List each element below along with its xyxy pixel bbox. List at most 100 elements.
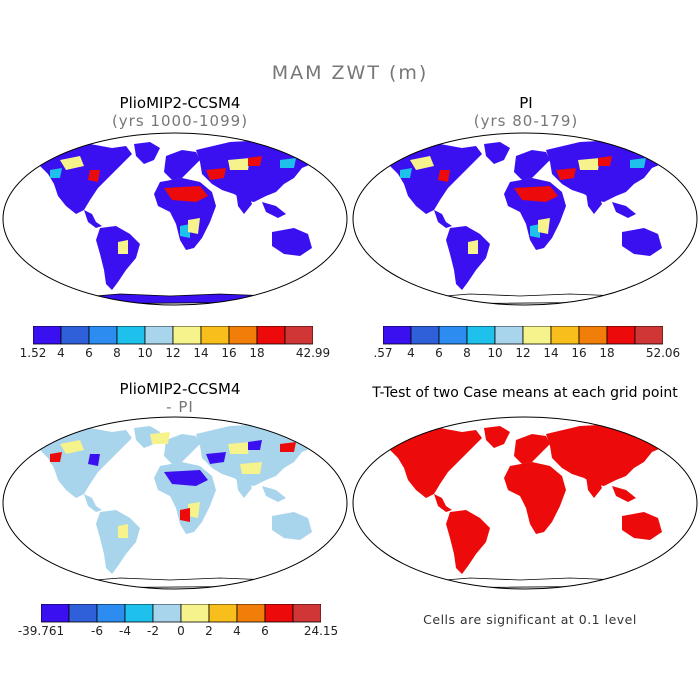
colorbar-swatch — [180, 604, 210, 623]
continent-camerica — [434, 494, 452, 512]
patch-cyan-0 — [50, 168, 62, 178]
continent-greenland — [134, 142, 160, 164]
continent-australia — [622, 512, 662, 540]
colorbar-label: .57 — [373, 346, 393, 360]
figure-title: MAM ZWT (m) — [271, 62, 429, 84]
colorbar-label: 16 — [221, 346, 237, 360]
patch-red-3 — [248, 156, 262, 166]
patch-cyan-2 — [530, 224, 540, 238]
patch-yellow-0 — [60, 440, 84, 454]
continent-samerica — [96, 510, 140, 574]
patch-yellow-1 — [228, 442, 250, 454]
patch-cyan-2 — [180, 224, 190, 238]
colorbar-swatch — [41, 604, 70, 623]
continent-seasia — [612, 486, 636, 502]
panel-2-title: PI — [519, 94, 533, 112]
patch-yellow-5 — [240, 462, 262, 474]
patch-yellow-0 — [60, 156, 84, 170]
continent-india — [236, 476, 252, 498]
continent-india — [236, 192, 252, 214]
patch-yellow-2 — [118, 524, 128, 538]
continent-greenland — [484, 426, 510, 448]
map-panel-4-outline — [352, 416, 698, 590]
colorbar-swatch — [284, 326, 313, 345]
colorbar-label: 14 — [193, 346, 209, 360]
colorbar-label: -2 — [147, 624, 159, 638]
colorbar-label: -6 — [91, 624, 103, 638]
panel-3-subtitle: - PI — [166, 398, 194, 416]
patch-red-1 — [280, 442, 296, 452]
patch-yellow-2 — [118, 240, 128, 254]
patch-red-0 — [164, 186, 208, 202]
continent-namerica — [40, 144, 132, 214]
colorbar-label: 14 — [543, 346, 559, 360]
continent-samerica — [446, 226, 490, 290]
patch-yellow-4 — [150, 432, 170, 444]
patch-cyan-1 — [630, 158, 646, 168]
map-panel-1-land — [40, 140, 322, 305]
patch-yellow-1 — [578, 158, 600, 170]
continent-namerica — [390, 428, 482, 498]
colorbar-swatch — [264, 604, 294, 623]
patch-red-0 — [514, 186, 558, 202]
patch-blue-0 — [164, 470, 208, 486]
colorbar-label: 18 — [599, 346, 615, 360]
colorbar-swatch — [96, 604, 126, 623]
continent-europe — [514, 150, 550, 180]
colorbar-label: 6 — [435, 346, 443, 360]
colorbar-label: 6 — [85, 346, 93, 360]
patch-blue-3 — [248, 440, 262, 450]
colorbar-swatch — [466, 326, 496, 345]
colorbar-label: 8 — [113, 346, 121, 360]
continent-seasia — [262, 486, 286, 502]
patch-blue-2 — [88, 454, 100, 466]
patch-blue-1 — [206, 452, 226, 464]
colorbar-label: 10 — [487, 346, 503, 360]
continent-india — [586, 192, 602, 214]
colorbar-swatch — [152, 604, 182, 623]
patch-red-2 — [180, 508, 190, 522]
patch-red-1 — [206, 168, 226, 180]
continent-seasia — [262, 202, 286, 218]
colorbar-label: 18 — [249, 346, 265, 360]
colorbar-swatch — [116, 326, 146, 345]
map-panel-2-outline — [352, 132, 698, 306]
patch-red-2 — [438, 170, 450, 182]
patch-cyan-0 — [400, 168, 412, 178]
colorbar-label: 10 — [137, 346, 153, 360]
patch-cyan-1 — [280, 158, 296, 168]
map-panel-2-land — [390, 140, 672, 305]
colorbar-swatch — [634, 326, 663, 345]
continent-asia — [546, 424, 672, 486]
colorbar-swatch — [550, 326, 580, 345]
continent-australia — [272, 512, 312, 540]
colorbar-label: 2 — [205, 624, 213, 638]
map-panel-2 — [352, 132, 698, 306]
continent-camerica — [84, 494, 102, 512]
map-panel-3-outline — [2, 416, 348, 590]
panel-1-title: PlioMIP2-CCSM4 — [119, 94, 241, 112]
patch-yellow-1 — [228, 158, 250, 170]
patch-red-1 — [556, 168, 576, 180]
continent-samerica — [96, 226, 140, 290]
colorbar-label: 6 — [261, 624, 269, 638]
panel-3-title: PlioMIP2-CCSM4 — [119, 380, 241, 398]
colorbar-panel-3 — [41, 604, 321, 623]
colorbar-swatch — [200, 326, 230, 345]
continent-namerica — [390, 144, 482, 214]
colorbar-swatch — [236, 604, 266, 623]
continent-europe — [514, 434, 550, 464]
panel-1-subtitle: (yrs 1000-1099) — [111, 112, 249, 130]
colorbar-label: 1.52 — [19, 346, 47, 360]
continent-europe — [164, 150, 200, 180]
patch-yellow-3 — [188, 502, 200, 518]
colorbar-label: 0 — [177, 624, 185, 638]
colorbar-label: 4 — [407, 346, 415, 360]
continent-europe — [164, 434, 200, 464]
colorbar-swatch — [228, 326, 258, 345]
patch-yellow-3 — [188, 218, 200, 234]
colorbar-swatch — [438, 326, 468, 345]
patch-yellow-2 — [468, 240, 478, 254]
continent-australia — [622, 228, 662, 256]
colorbar-swatch — [256, 326, 286, 345]
